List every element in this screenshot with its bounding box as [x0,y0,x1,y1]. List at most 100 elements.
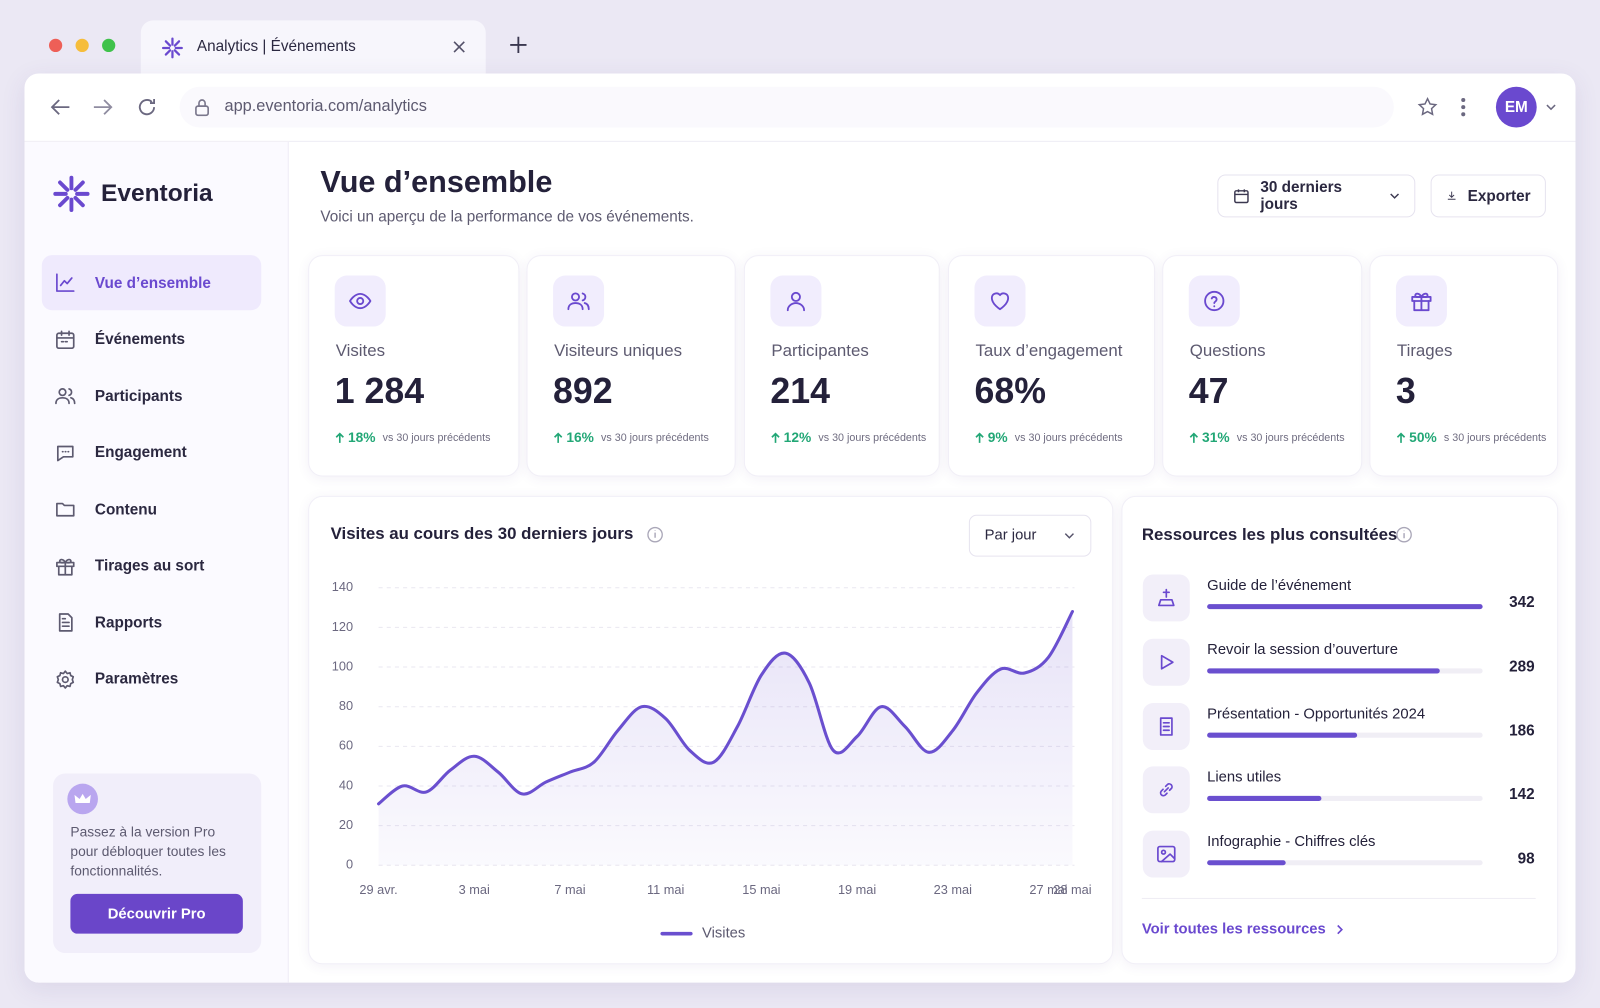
x-tick-label: 15 mai [742,882,780,897]
nav-label: Vue d’ensemble [94,273,211,292]
resource-name: Liens utiles [1207,769,1282,787]
icon-part [1157,845,1176,863]
resource-name: Guide de l’événement [1207,577,1352,594]
kpi-change: 31% vs 30 jours précédents [1189,430,1345,445]
kpi-value: 68% [974,371,1046,412]
icon-part [1160,853,1176,863]
icon [990,292,1010,311]
kpi-comparison: vs 30 jours précédents [1236,431,1345,444]
download-icon [1447,191,1456,200]
forward-button[interactable] [92,97,114,117]
icon-part [1204,290,1225,312]
nav-item[interactable]: Vue d’ensemble [41,255,262,311]
icon-part [790,291,801,302]
kpi-card: Taux d’engagement 68% 9% vs 30 jours précéd… [947,255,1156,477]
promo-button[interactable]: Découvrir Pro [70,893,243,934]
tab-close[interactable] [451,39,467,55]
icon-part [173,40,181,47]
divider [1141,897,1536,899]
kpi-icon [974,275,1026,327]
resource-item[interactable]: Présentation - Opportunités 2024 186 [1142,702,1537,752]
bookmark-star[interactable] [1416,96,1438,118]
x-tick-label: 7 mai [554,882,585,897]
nav-item[interactable]: Tirages au sort [42,538,261,593]
browser-tab[interactable]: Analytics | Événements [140,20,486,76]
info-icon[interactable] [647,526,663,543]
kpi-card: Visites 1 284 18% vs 30 jours précédents [308,255,520,477]
kpi-comparison: vs 30 jours précédents [601,431,709,444]
kpi-label: Visites [335,341,386,361]
icon [349,292,372,310]
export-label: Exporter [1467,187,1531,205]
arrow-path [1189,432,1199,443]
back-button[interactable] [49,97,71,117]
brand-name: Eventoria [101,179,213,208]
avatar[interactable]: EM [1495,86,1537,128]
icon [1159,783,1173,797]
icon-part [56,273,75,292]
nav-label: Engagement [94,443,187,462]
period-label: Par jour [985,528,1037,544]
icon-part [356,297,365,305]
export-button[interactable]: Exporter [1430,174,1546,218]
nav-item[interactable]: Paramètres [42,652,261,707]
address-bar[interactable]: app.eventoria.com/analytics [179,86,1394,128]
nav-label: Événements [94,330,186,348]
resource-item[interactable]: Liens utiles 142 [1142,766,1537,816]
icon [56,273,75,292]
resources-link-label: Voir toutes les ressources [1141,921,1326,938]
avatar-chevron[interactable] [1545,102,1557,112]
nav-item[interactable]: Contenu [42,482,261,537]
maximize-window[interactable] [102,38,116,53]
menu-dots[interactable] [1458,96,1468,118]
y-tick-label: 40 [339,777,353,792]
kpi-value: 892 [553,371,613,412]
lock-icon [195,99,209,117]
icon-part [786,302,805,312]
icon [58,613,73,632]
icon-part [56,445,74,461]
kpi-icon [334,275,386,327]
icon [1159,716,1173,736]
resource-item[interactable]: Revoir la session d’ouverture 289 [1142,638,1537,688]
icon-part [56,502,75,517]
nav-item[interactable]: Événements [42,312,261,367]
resource-item[interactable]: Guide de l’événement 342 [1142,574,1537,623]
kpi-value: 3 [1395,371,1416,412]
kpi-change-value: 31% [1202,429,1230,445]
kpi-label: Tirages [1396,341,1453,361]
nav-item[interactable]: Engagement [42,425,261,480]
info-circle [647,526,663,543]
arrow-path [771,432,780,443]
resources-link[interactable]: Voir toutes les ressources [1141,921,1344,938]
icon-part [1160,849,1167,856]
date-range-picker[interactable]: 30 derniers jours [1217,174,1416,218]
info-icon[interactable] [1395,526,1413,544]
up-arrow [771,432,780,443]
kpi-card: Questions 47 31% vs 30 jours précédents [1162,255,1363,477]
nav-label: Contenu [94,500,157,518]
up-arrow [1396,432,1406,443]
arrow-path [554,432,563,443]
kpi-value: 1 284 [334,371,425,412]
resource-item[interactable]: Infographie - Chiffres clés 98 [1142,830,1537,880]
bar-track [1207,732,1483,738]
icon-part [58,613,73,632]
chart-card: Visites au cours des 30 derniers jours P… [308,495,1114,965]
nav-item[interactable]: Participants [42,368,261,423]
period-select[interactable] [968,514,1092,557]
icon [1204,290,1225,312]
resource-value: 186 [1509,722,1535,740]
kpi-value: 47 [1188,371,1229,412]
reload-button[interactable] [136,96,158,118]
new-tab[interactable] [508,35,528,55]
icon-part [61,675,69,683]
x-tick-label: 11 mai [647,882,684,897]
promo-card: Passez à la version Pro pour débloquer t… [53,773,262,954]
toolbar: app.eventoria.com/analytics EM [24,73,1576,142]
minimize-window[interactable] [75,38,89,53]
close-window[interactable] [48,38,63,53]
kpi-comparison: s 30 jours précédents [1443,431,1547,444]
up-arrow [1189,432,1199,443]
nav-item[interactable]: Rapports [42,595,261,650]
